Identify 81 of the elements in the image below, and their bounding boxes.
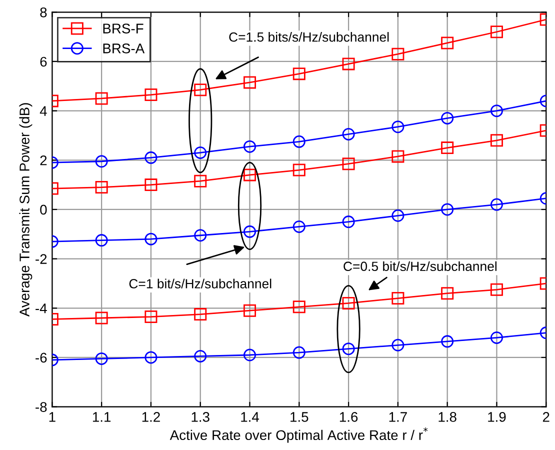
x-axis-title: Active Rate over Optimal Active Rate r / r$^{*}$ bbox=[170, 427, 428, 443]
annotation: C=1 bit/s/Hz/subchannel bbox=[129, 278, 272, 288]
point bbox=[144, 151, 158, 164]
point bbox=[144, 351, 158, 364]
point bbox=[244, 140, 256, 153]
annotation: C=0.5 bit/s/Hz/subchannel bbox=[344, 261, 496, 272]
point bbox=[441, 203, 454, 216]
x-tick-label: 1.2 bbox=[142, 412, 160, 422]
x-tick-label: 1.6 bbox=[340, 412, 358, 422]
point bbox=[342, 296, 355, 310]
point bbox=[392, 338, 404, 352]
point bbox=[342, 128, 355, 140]
point bbox=[95, 155, 108, 168]
y-tick-label: -8 bbox=[36, 402, 47, 412]
x-tick-label: 1.9 bbox=[488, 412, 506, 422]
point bbox=[490, 331, 503, 344]
point bbox=[292, 346, 306, 359]
point bbox=[342, 58, 355, 70]
point bbox=[392, 150, 404, 163]
point bbox=[292, 300, 306, 314]
point bbox=[441, 287, 454, 300]
point bbox=[441, 335, 454, 348]
point bbox=[144, 88, 158, 102]
x-tick-label: 1.7 bbox=[389, 412, 407, 422]
point bbox=[292, 135, 306, 148]
x-tick-label: 2 bbox=[542, 412, 550, 422]
point bbox=[244, 168, 256, 182]
point bbox=[244, 225, 256, 238]
point bbox=[95, 234, 108, 247]
point bbox=[95, 181, 108, 194]
point bbox=[292, 164, 306, 176]
point bbox=[95, 92, 108, 105]
y-tick-label: 0 bbox=[40, 204, 47, 215]
point bbox=[244, 348, 256, 362]
point bbox=[392, 209, 404, 222]
point bbox=[194, 308, 207, 321]
y-tick-label: 8 bbox=[40, 7, 47, 18]
y-axis-title: Average Transmit Sum Power (dB) bbox=[19, 103, 32, 317]
point bbox=[194, 350, 207, 362]
point bbox=[392, 292, 404, 305]
point bbox=[490, 283, 503, 296]
point bbox=[490, 104, 503, 118]
point bbox=[292, 220, 306, 233]
point bbox=[342, 158, 355, 170]
point bbox=[292, 68, 306, 80]
point bbox=[342, 342, 355, 356]
point bbox=[144, 310, 158, 324]
point bbox=[194, 174, 207, 188]
y-tick-label: 2 bbox=[40, 155, 47, 166]
y-tick-label: -2 bbox=[36, 254, 47, 264]
y-tick-label: 6 bbox=[40, 56, 47, 67]
point bbox=[244, 304, 256, 317]
point bbox=[342, 216, 355, 228]
point bbox=[244, 76, 256, 89]
point bbox=[392, 48, 404, 60]
point bbox=[441, 142, 454, 154]
x-tick-label: 1.5 bbox=[290, 412, 308, 422]
point bbox=[144, 178, 158, 192]
point bbox=[490, 26, 503, 38]
annotation: C=1.5 bits/s/Hz/subchannel bbox=[229, 32, 389, 42]
point bbox=[194, 84, 207, 96]
point bbox=[490, 134, 503, 147]
x-tick-label: 1 bbox=[49, 412, 56, 422]
point bbox=[194, 146, 207, 159]
point bbox=[194, 229, 207, 242]
point bbox=[95, 352, 108, 365]
x-tick-label: 1.8 bbox=[438, 412, 456, 422]
point bbox=[95, 312, 108, 324]
point bbox=[441, 36, 454, 50]
point bbox=[144, 232, 158, 246]
x-tick-label: 1.4 bbox=[241, 412, 259, 422]
y-tick-label: -6 bbox=[36, 352, 47, 363]
x-tick-label: 1.1 bbox=[92, 412, 111, 422]
point bbox=[441, 112, 454, 124]
legend-label: BRS-A bbox=[103, 44, 145, 54]
x-tick-label: 1.3 bbox=[192, 412, 210, 422]
y-tick-label: -4 bbox=[36, 304, 47, 314]
point bbox=[392, 120, 404, 134]
y-tick-label: 4 bbox=[40, 106, 47, 116]
legend-label: BRS-F bbox=[103, 24, 144, 34]
point bbox=[490, 198, 503, 211]
